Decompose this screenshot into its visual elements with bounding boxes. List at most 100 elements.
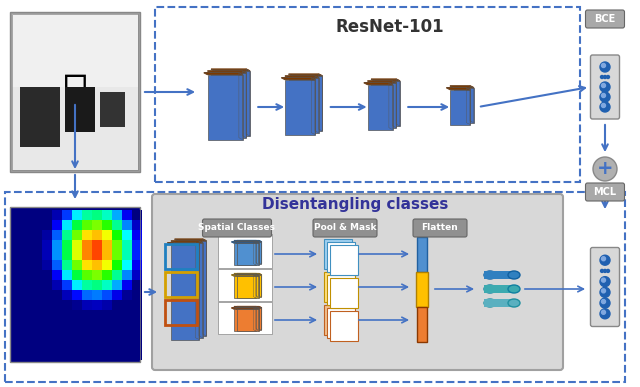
Bar: [122, 290, 132, 300]
Bar: [42, 280, 52, 290]
Polygon shape: [168, 243, 199, 245]
Bar: [92, 320, 102, 330]
Polygon shape: [256, 241, 259, 264]
Bar: [234, 243, 256, 265]
Bar: [82, 320, 92, 330]
Bar: [32, 240, 42, 250]
Bar: [72, 230, 82, 240]
Bar: [72, 290, 82, 300]
Bar: [42, 290, 52, 300]
FancyBboxPatch shape: [586, 10, 625, 28]
Circle shape: [602, 300, 605, 303]
Bar: [62, 340, 72, 350]
Bar: [52, 270, 62, 280]
Ellipse shape: [484, 271, 496, 279]
Bar: [102, 270, 112, 280]
Bar: [12, 14, 138, 170]
Bar: [82, 290, 92, 300]
Bar: [52, 230, 62, 240]
Polygon shape: [256, 274, 259, 297]
Bar: [32, 350, 42, 360]
Bar: [330, 278, 358, 308]
Polygon shape: [257, 308, 259, 331]
Bar: [22, 330, 32, 340]
Bar: [178, 241, 206, 336]
Bar: [122, 340, 132, 350]
Text: ResNet-101: ResNet-101: [336, 18, 444, 36]
Bar: [12, 270, 22, 280]
Bar: [132, 320, 142, 330]
Polygon shape: [367, 81, 396, 83]
Bar: [92, 270, 102, 280]
Polygon shape: [259, 307, 261, 330]
Bar: [52, 250, 62, 260]
Polygon shape: [171, 241, 203, 243]
Bar: [92, 290, 102, 300]
Bar: [82, 250, 92, 260]
Bar: [82, 350, 92, 360]
Bar: [112, 210, 122, 220]
Polygon shape: [364, 83, 392, 84]
Bar: [102, 310, 112, 320]
Bar: [82, 340, 92, 350]
Bar: [132, 230, 142, 240]
Bar: [72, 310, 82, 320]
Circle shape: [600, 255, 610, 265]
Bar: [122, 250, 132, 260]
Bar: [22, 350, 32, 360]
Bar: [102, 320, 112, 330]
Bar: [32, 290, 42, 300]
Bar: [12, 350, 22, 360]
Bar: [12, 300, 22, 310]
Circle shape: [602, 94, 605, 98]
Bar: [72, 210, 82, 220]
Bar: [132, 290, 142, 300]
Bar: [52, 220, 62, 230]
Polygon shape: [175, 239, 206, 241]
Bar: [285, 79, 315, 135]
Bar: [22, 320, 32, 330]
Polygon shape: [282, 78, 315, 79]
Bar: [12, 260, 22, 270]
Bar: [12, 280, 22, 290]
Bar: [52, 320, 62, 330]
Circle shape: [600, 75, 604, 79]
Bar: [42, 230, 52, 240]
Bar: [62, 240, 72, 250]
Bar: [132, 260, 142, 270]
Bar: [165, 300, 197, 325]
Bar: [42, 320, 52, 330]
Bar: [62, 270, 72, 280]
Bar: [52, 210, 62, 220]
Bar: [207, 75, 243, 139]
Circle shape: [600, 309, 610, 319]
Polygon shape: [392, 81, 396, 128]
Bar: [62, 230, 72, 240]
Bar: [12, 210, 22, 220]
Bar: [22, 220, 32, 230]
Bar: [102, 250, 112, 260]
Bar: [42, 270, 52, 280]
Bar: [132, 330, 142, 340]
Bar: [92, 340, 102, 350]
Bar: [42, 350, 52, 360]
Bar: [72, 320, 82, 330]
FancyBboxPatch shape: [591, 248, 620, 327]
Text: +: +: [596, 159, 613, 178]
Bar: [371, 83, 396, 128]
Bar: [234, 309, 256, 331]
Circle shape: [602, 310, 605, 314]
Bar: [132, 250, 142, 260]
Bar: [165, 272, 197, 297]
Bar: [417, 236, 427, 272]
Bar: [22, 290, 32, 300]
Bar: [112, 340, 122, 350]
Bar: [62, 280, 72, 290]
Bar: [42, 250, 52, 260]
Polygon shape: [285, 76, 319, 78]
Polygon shape: [232, 242, 256, 243]
Polygon shape: [199, 241, 203, 338]
Bar: [52, 310, 62, 320]
Bar: [92, 350, 102, 360]
Circle shape: [607, 75, 609, 79]
